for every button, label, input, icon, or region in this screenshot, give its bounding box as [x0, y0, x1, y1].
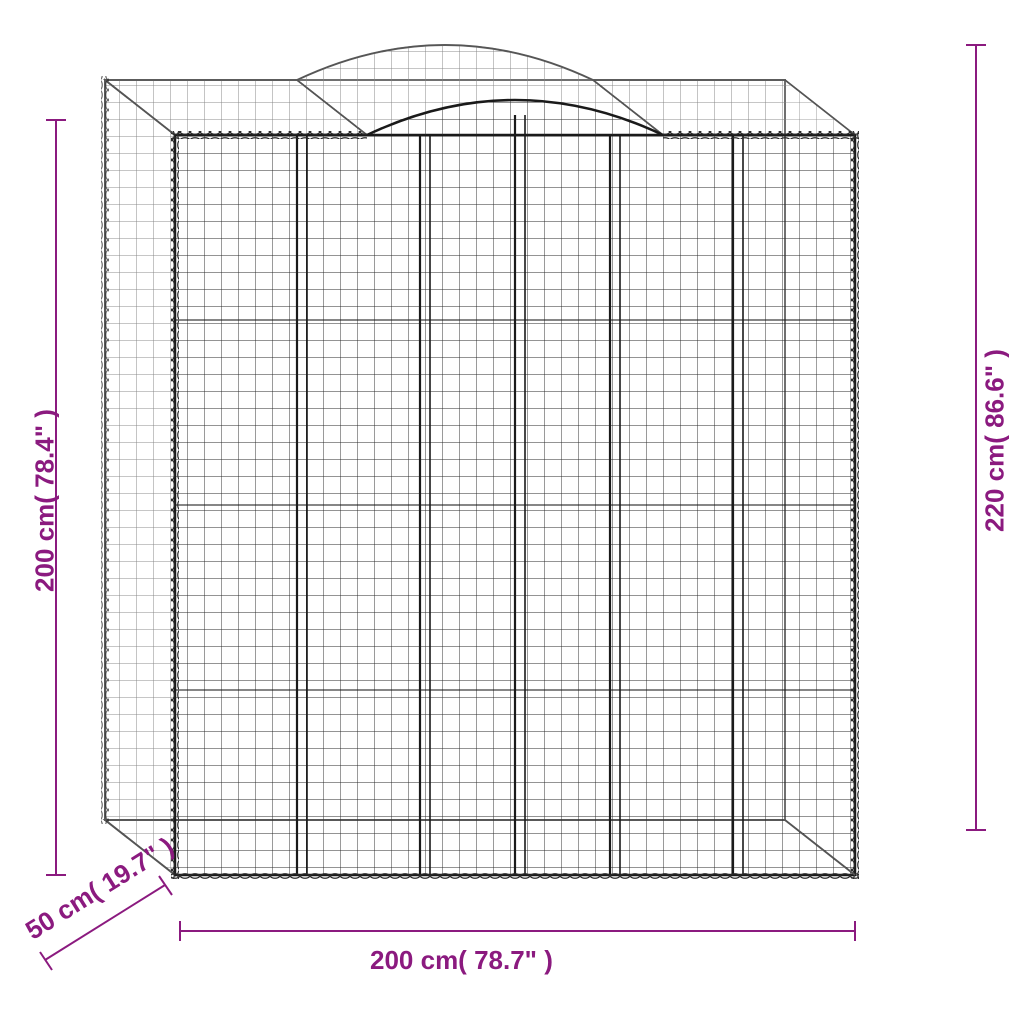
diagram-container: 200 cm( 78.4" ) 220 cm( 86.6" ) 200 cm( …	[0, 0, 1024, 1024]
